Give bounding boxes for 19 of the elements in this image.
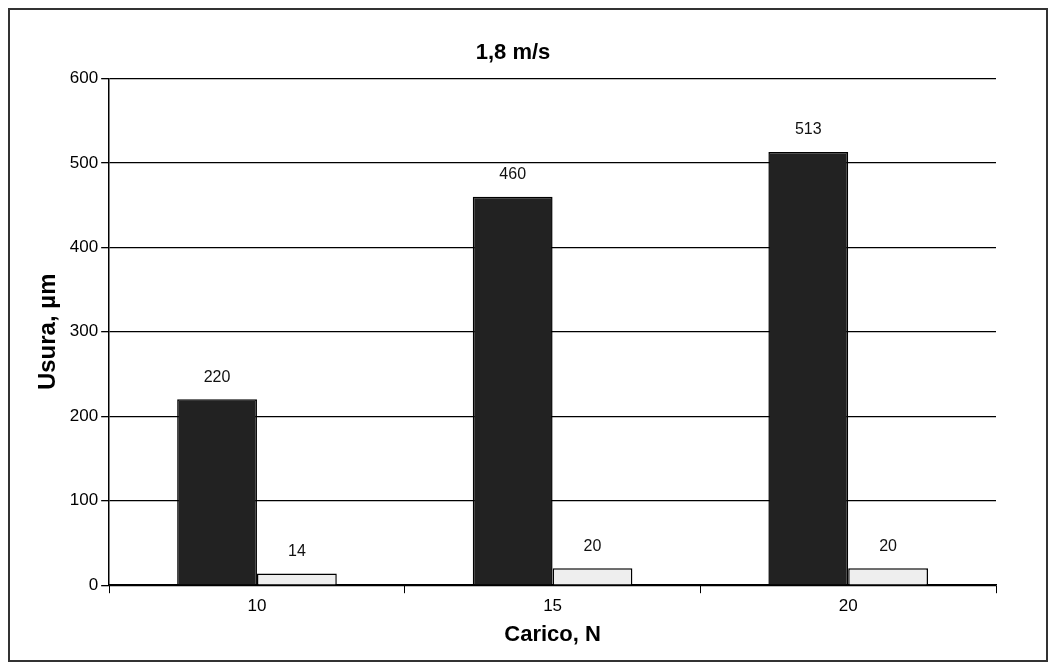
data-label: 20 xyxy=(583,536,602,554)
data-label: 513 xyxy=(794,120,822,138)
y-tick-label: 500 xyxy=(69,152,99,172)
y-axis-title: Usura, µm xyxy=(33,273,61,391)
data-label: 14 xyxy=(287,541,306,559)
data-label: 460 xyxy=(499,165,527,183)
y-tick-label: 600 xyxy=(69,68,99,88)
y-tick-label: 200 xyxy=(69,405,99,425)
chart-title: 1,8 m/s xyxy=(475,39,551,65)
x-axis-title: Carico, N xyxy=(504,620,601,646)
data-label: 220 xyxy=(203,367,231,385)
y-tick-label: 0 xyxy=(88,574,99,594)
data-label: 20 xyxy=(879,536,898,554)
y-tick-label: 300 xyxy=(69,321,99,341)
y-tick-label: 400 xyxy=(69,237,99,257)
x-tick-label: 20 xyxy=(838,596,858,616)
y-tick-label: 100 xyxy=(69,490,99,510)
x-tick-label: 15 xyxy=(543,596,563,616)
x-tick-label: 10 xyxy=(247,596,267,616)
